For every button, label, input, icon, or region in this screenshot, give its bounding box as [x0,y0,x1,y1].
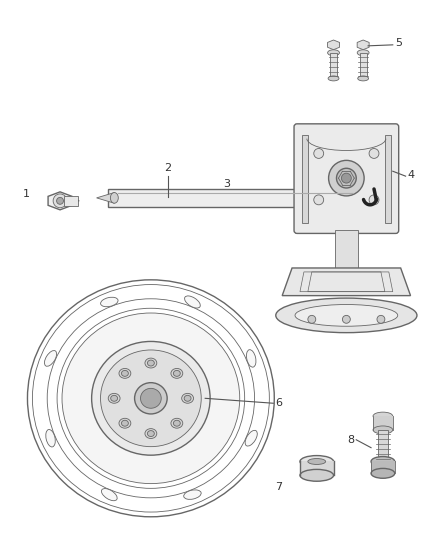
Circle shape [342,173,351,183]
Text: 5: 5 [395,38,402,48]
Ellipse shape [110,192,118,203]
Ellipse shape [182,393,194,403]
Ellipse shape [373,426,393,434]
Text: 6: 6 [275,398,282,408]
Ellipse shape [295,304,398,326]
Ellipse shape [101,350,201,447]
Bar [302,135,308,223]
Bar [373,416,393,430]
Ellipse shape [121,370,128,376]
Polygon shape [282,268,410,296]
Polygon shape [48,192,72,210]
Ellipse shape [184,296,200,308]
Circle shape [346,194,354,202]
Ellipse shape [119,418,131,428]
Ellipse shape [148,431,154,437]
Text: 7: 7 [275,482,283,492]
Ellipse shape [245,430,257,446]
Ellipse shape [373,412,393,420]
Ellipse shape [184,395,191,401]
Bar [371,462,395,473]
Ellipse shape [184,490,201,499]
Ellipse shape [148,360,154,366]
Ellipse shape [171,368,183,378]
Ellipse shape [328,50,339,56]
Text: 4: 4 [408,170,415,180]
Circle shape [314,149,324,158]
Ellipse shape [119,368,131,378]
Circle shape [369,149,379,158]
Ellipse shape [145,429,157,439]
Ellipse shape [354,189,362,207]
Ellipse shape [108,393,120,403]
Circle shape [308,316,316,324]
Ellipse shape [247,350,256,367]
Bar [109,189,358,207]
Ellipse shape [62,313,240,483]
Ellipse shape [102,489,117,500]
Bar [300,462,333,475]
Ellipse shape [300,456,333,467]
Ellipse shape [173,370,180,376]
Ellipse shape [371,457,395,466]
Ellipse shape [358,76,369,81]
Ellipse shape [276,298,417,333]
Circle shape [53,194,67,208]
Polygon shape [64,196,78,206]
Bar [360,53,367,77]
Bar [385,135,391,223]
Bar [335,230,358,268]
Circle shape [336,168,356,188]
Polygon shape [357,40,369,50]
Text: 2: 2 [164,163,171,173]
Ellipse shape [173,421,180,426]
Ellipse shape [111,395,117,401]
Ellipse shape [134,383,167,414]
Ellipse shape [101,297,118,306]
Text: 8: 8 [347,435,354,445]
Polygon shape [328,40,339,50]
Ellipse shape [357,50,369,56]
Ellipse shape [308,458,325,464]
Bar [378,430,388,462]
Ellipse shape [92,342,210,455]
Circle shape [377,316,385,324]
Ellipse shape [121,421,128,426]
Circle shape [328,160,364,196]
FancyBboxPatch shape [294,124,399,233]
Ellipse shape [171,418,183,428]
Ellipse shape [141,389,161,408]
Ellipse shape [371,469,395,478]
Text: 1: 1 [23,189,30,199]
Ellipse shape [46,430,55,447]
Ellipse shape [328,76,339,81]
Circle shape [314,195,324,205]
Polygon shape [96,192,114,203]
Bar [330,53,337,77]
Ellipse shape [300,470,333,481]
Ellipse shape [145,358,157,368]
Ellipse shape [45,351,57,366]
Circle shape [343,316,350,324]
Circle shape [369,195,379,205]
Text: 3: 3 [223,179,230,189]
Circle shape [57,197,64,204]
